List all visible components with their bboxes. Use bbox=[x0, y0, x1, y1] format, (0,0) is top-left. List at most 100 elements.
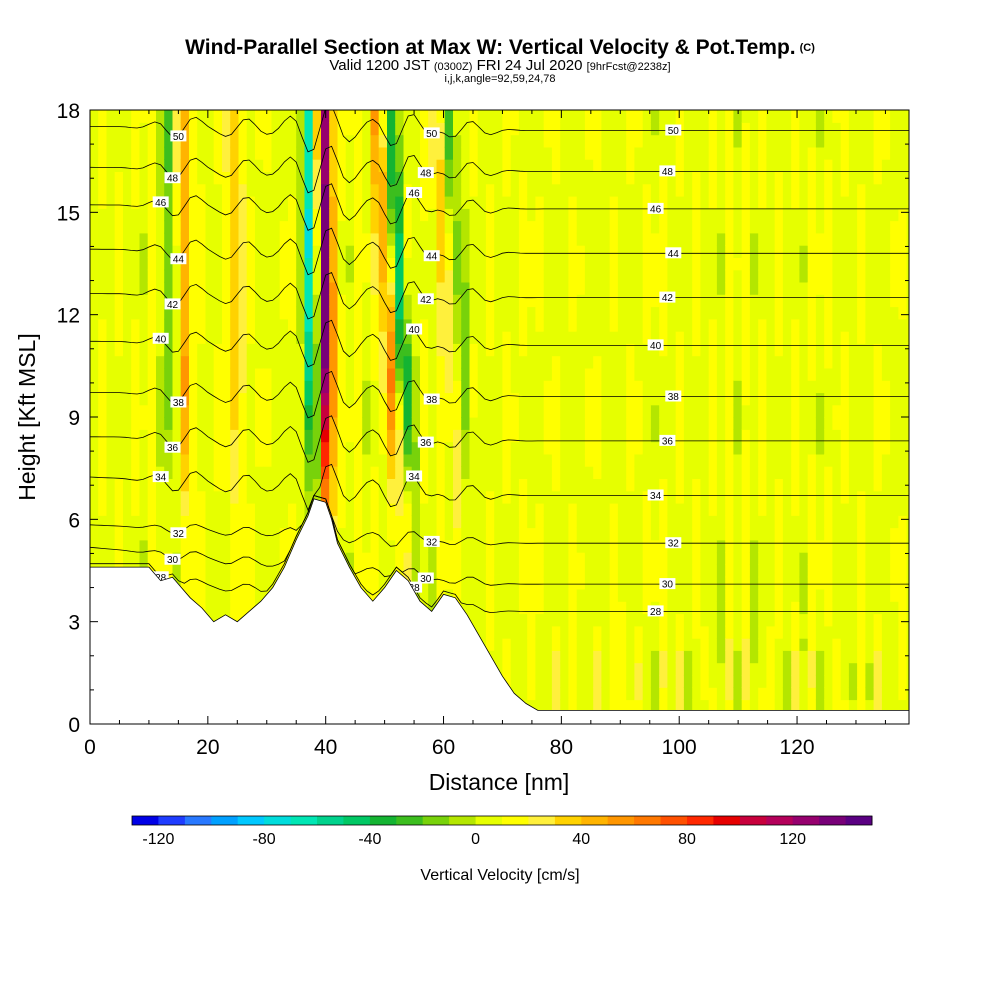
w-cell bbox=[123, 306, 132, 320]
w-cell bbox=[560, 355, 569, 369]
w-cell bbox=[403, 503, 413, 516]
w-cell bbox=[444, 331, 454, 344]
w-cell bbox=[824, 539, 833, 553]
w-cell bbox=[362, 245, 371, 258]
w-cell bbox=[791, 159, 800, 172]
w-cell bbox=[576, 552, 586, 565]
w-cell bbox=[700, 539, 710, 553]
w-cell bbox=[659, 650, 668, 664]
w-cell bbox=[568, 294, 578, 308]
w-cell bbox=[98, 294, 107, 308]
w-cell bbox=[543, 687, 553, 701]
w-cell bbox=[634, 490, 644, 504]
w-cell bbox=[832, 110, 842, 123]
w-cell bbox=[774, 281, 784, 295]
w-cell bbox=[815, 257, 825, 271]
w-cell bbox=[733, 269, 743, 283]
w-cell bbox=[791, 404, 800, 418]
w-cell bbox=[667, 257, 677, 271]
w-cell bbox=[378, 355, 388, 369]
w-cell bbox=[840, 269, 850, 283]
w-cell bbox=[428, 601, 437, 615]
w-cell bbox=[807, 478, 817, 492]
w-cell bbox=[428, 183, 437, 197]
w-cell bbox=[659, 552, 668, 565]
w-cell bbox=[230, 404, 239, 418]
w-cell bbox=[98, 453, 107, 467]
w-cell bbox=[156, 429, 165, 443]
w-cell bbox=[782, 687, 792, 701]
w-cell bbox=[593, 699, 602, 713]
w-cell bbox=[238, 417, 248, 430]
w-cell bbox=[791, 638, 800, 651]
w-cell bbox=[865, 208, 875, 222]
w-cell bbox=[90, 466, 99, 479]
w-cell bbox=[411, 208, 421, 222]
w-cell bbox=[642, 355, 652, 369]
w-cell bbox=[230, 281, 239, 295]
w-cell bbox=[123, 146, 132, 160]
w-cell bbox=[708, 564, 718, 578]
w-cell bbox=[815, 159, 825, 172]
w-cell bbox=[733, 662, 743, 676]
w-cell bbox=[518, 110, 528, 123]
w-cell bbox=[90, 441, 99, 455]
w-cell bbox=[617, 490, 627, 504]
w-cell bbox=[609, 294, 619, 308]
w-cell bbox=[824, 269, 833, 283]
w-cell bbox=[535, 269, 545, 283]
w-cell bbox=[378, 269, 388, 283]
w-cell bbox=[502, 245, 512, 258]
w-cell bbox=[444, 478, 454, 492]
w-cell bbox=[461, 269, 470, 283]
w-cell bbox=[428, 232, 437, 246]
w-cell bbox=[881, 552, 891, 565]
w-cell bbox=[255, 171, 264, 185]
w-cell bbox=[312, 417, 322, 430]
w-cell bbox=[650, 613, 660, 627]
w-cell bbox=[527, 171, 536, 185]
w-cell bbox=[774, 208, 784, 222]
w-cell bbox=[444, 343, 454, 357]
w-cell bbox=[758, 466, 767, 479]
w-cell bbox=[584, 281, 594, 295]
w-cell bbox=[840, 588, 850, 602]
w-cell bbox=[609, 208, 619, 222]
w-cell bbox=[395, 220, 404, 234]
w-cell bbox=[420, 404, 429, 418]
w-cell bbox=[345, 478, 355, 492]
w-cell bbox=[865, 552, 875, 565]
w-cell bbox=[659, 220, 668, 234]
w-cell bbox=[98, 134, 107, 148]
w-cell bbox=[609, 367, 619, 381]
w-cell bbox=[535, 601, 545, 615]
w-cell bbox=[279, 380, 289, 394]
w-cell bbox=[296, 318, 305, 332]
w-cell bbox=[494, 134, 503, 148]
w-cell bbox=[634, 331, 644, 344]
w-cell bbox=[560, 196, 569, 209]
w-cell bbox=[197, 183, 206, 197]
w-cell bbox=[288, 478, 297, 492]
w-cell bbox=[494, 564, 503, 578]
w-cell bbox=[576, 441, 586, 455]
w-cell bbox=[222, 441, 231, 455]
w-cell bbox=[502, 662, 512, 676]
w-cell bbox=[246, 331, 256, 344]
w-cell bbox=[543, 441, 553, 455]
w-cell bbox=[238, 122, 248, 136]
w-cell bbox=[609, 380, 619, 394]
w-cell bbox=[667, 232, 677, 246]
w-cell bbox=[782, 331, 792, 344]
w-cell bbox=[881, 306, 891, 320]
w-cell bbox=[560, 318, 569, 332]
w-cell bbox=[865, 196, 875, 209]
w-cell bbox=[114, 146, 124, 160]
w-cell bbox=[890, 196, 899, 209]
w-cell bbox=[453, 318, 462, 332]
w-cell bbox=[700, 601, 710, 615]
w-cell bbox=[321, 466, 330, 479]
w-cell bbox=[139, 490, 149, 504]
w-cell bbox=[890, 662, 899, 676]
w-cell bbox=[865, 503, 875, 516]
